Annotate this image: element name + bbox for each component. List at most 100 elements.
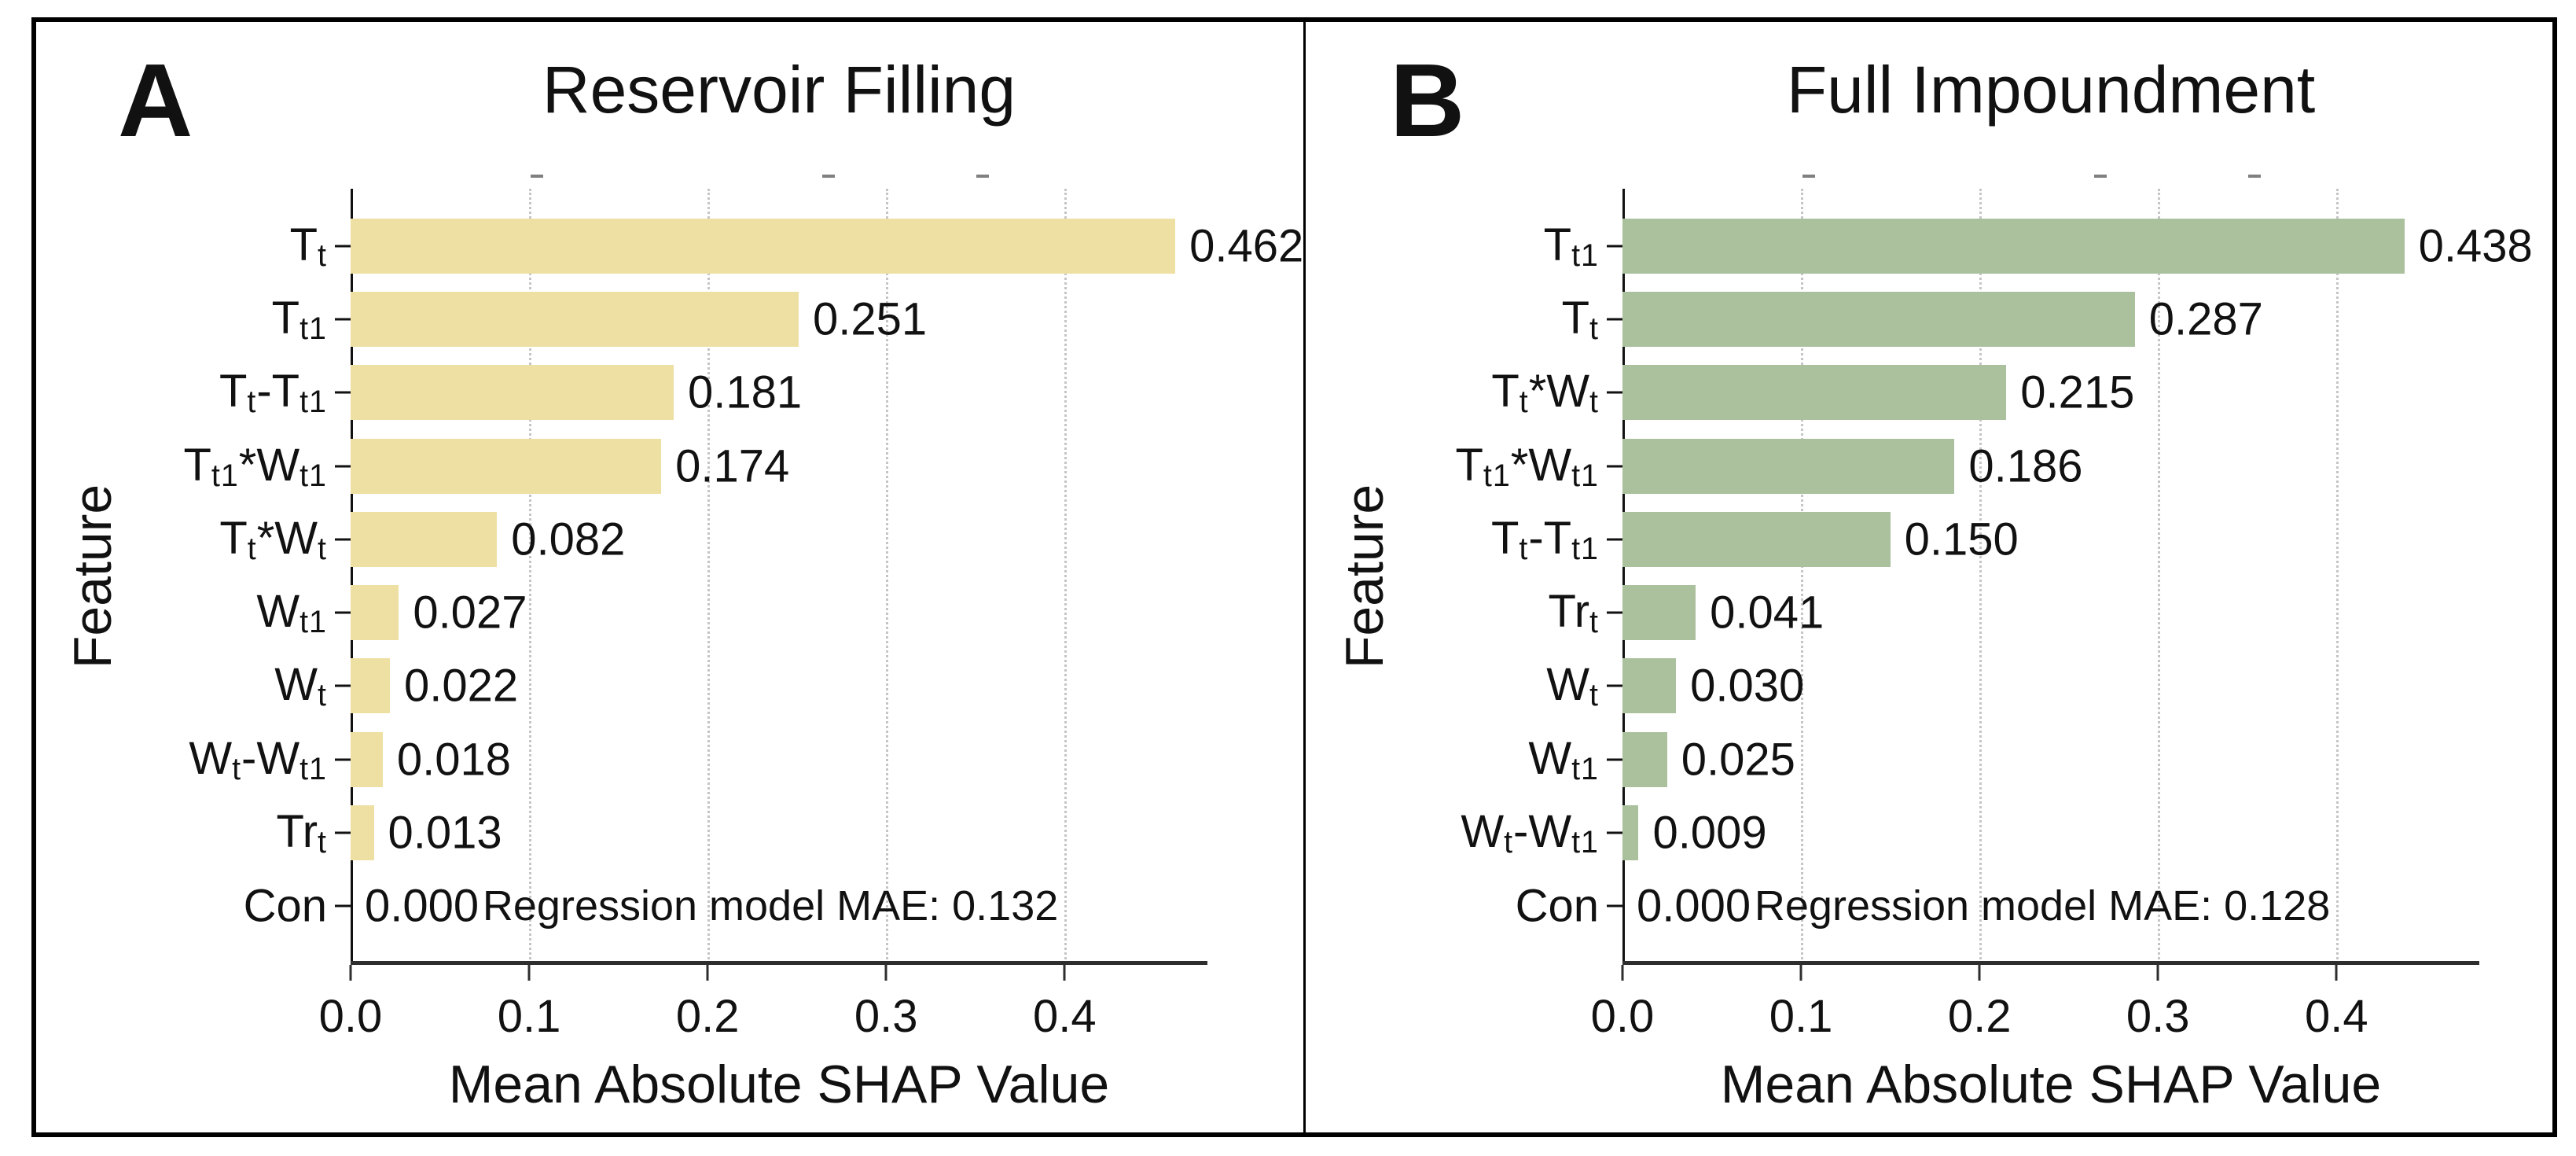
gridline [2336,189,2339,963]
y-axis-line [1622,189,1625,963]
shap-bar [351,731,383,787]
artifact-dash [2093,175,2107,178]
panel-label-a: A [118,42,195,158]
xticks: 0.0 0.1 0.2 0.3 0.4 [1591,963,2479,1121]
shap-bar [351,218,1176,274]
feature-label: Tt-Tt1 [219,366,327,420]
y-tick-mark [1607,245,1622,248]
x-tick-mark [1063,965,1066,981]
grid-layer [351,175,1207,963]
panel-reservoir-filling: A Reservoir Filling Feature Tt 0.462 Tt1 0.… [36,22,1303,1132]
bar-row: Wt1 0.027 [256,576,1207,650]
bar-value-label: 0.181 [688,366,803,418]
feature-label: Tt1*Wt1 [183,439,327,493]
x-axis-title: Mean Absolute SHAP Value [448,1055,1110,1114]
shap-bar [351,805,374,861]
x-tick-mark [349,965,352,981]
bar-row: Tt*Wt 0.082 [219,503,1207,576]
bar-row: Wt 0.030 [1546,650,2479,723]
feature-label: Wt [274,659,327,713]
y-tick-mark [335,538,351,541]
feature-label: Wt1 [256,586,327,640]
shap-bar [351,365,674,421]
y-tick-mark [335,904,351,907]
feature-label: Wt1 [1528,732,1599,786]
y-axis-line [351,189,353,963]
artifact-dash [530,175,543,178]
bar-value-label: 0.027 [413,587,527,639]
x-tick-mark [706,965,709,981]
y-axis-title: Feature [63,484,123,669]
mae-annotation: Regression model MAE: 0.132 [482,882,1059,930]
x-tick-label: 0.4 [1033,991,1097,1042]
shap-bar [1622,731,1667,787]
shap-bar [1622,511,1891,567]
artifact-dash [2247,175,2261,178]
feature-label: Tt1 [271,292,327,347]
gridline [886,189,889,963]
bar-row: Con 0.000 [1516,870,2479,943]
gridline [1979,189,1983,963]
feature-label: Con [243,880,327,932]
gridline [529,189,532,963]
panel-full-impoundment: B Full Impoundment Feature Tt1 0.438 Tt 0.2… [1308,22,2556,1132]
bar-value-label: 0.251 [812,293,928,345]
rows: Tt1 0.438 Tt 0.287 Tt*Wt 0.215 Tt1*Wt1 0.186 Tt-… [1455,209,2533,943]
y-tick-mark [335,831,351,834]
bar-value-label: 0.018 [396,734,512,786]
x-tick-label: 0.0 [1590,991,1655,1042]
bar-row: Trt 0.041 [1548,576,2479,650]
y-tick-mark [1607,318,1622,321]
x-tick-mark [2335,965,2338,981]
x-axis-title: Mean Absolute SHAP Value [1720,1055,2382,1114]
chart-title: Full Impoundment [1786,53,2316,127]
bar-row: Tt-Tt1 0.181 [219,356,1207,429]
x-tick-label: 0.3 [854,991,918,1042]
y-tick-mark [1607,465,1622,468]
shap-bar [351,511,498,567]
feature-label: Tt1*Wt1 [1455,439,1599,493]
x-tick-label: 0.1 [497,991,561,1042]
bar-value-label: 0.287 [2148,293,2263,345]
feature-label: Tt1 [1543,219,1599,273]
grid-layer [1622,175,2479,963]
chart-title: Reservoir Filling [542,53,1016,127]
xticks: 0.0 0.1 0.2 0.3 0.4 [319,963,1207,1121]
bar-value-label: 0.025 [1681,734,1795,786]
feature-label: Tt-Tt1 [1490,512,1599,566]
feature-label: Tt [1561,292,1599,347]
x-tick-label: 0.3 [2126,991,2190,1042]
gridline [707,189,711,963]
y-tick-mark [1607,831,1622,834]
feature-label: Wt-Wt1 [189,732,327,786]
x-axis-line [1622,961,2479,965]
bar-row: Tt1 0.251 [272,282,1207,355]
bar-value-label: 0.030 [1690,660,1805,712]
feature-label: Tt*Wt [1491,366,1599,420]
bar-row: Wt1 0.025 [1528,723,2479,796]
artifact-dash [976,175,989,178]
artifact-dash [1802,175,1815,178]
x-axis-line [351,961,1207,965]
bar-value-label: 0.462 [1189,220,1304,272]
y-tick-mark [335,465,351,468]
shap-bar [1622,805,1639,861]
plot-area: Tt 0.462 Tt1 0.251 Tt-Tt1 0.181 Tt1*Wt1 0.174 Tt… [183,175,1303,1042]
shap-bar [1622,291,2135,347]
shap-bar [351,585,399,641]
bar-row: Trt 0.013 [276,796,1207,869]
bar-row: Tt1*Wt1 0.186 [1455,429,2479,503]
y-tick-mark [1607,758,1622,761]
y-tick-mark [335,758,351,761]
rows: Tt 0.462 Tt1 0.251 Tt-Tt1 0.181 Tt1*Wt1 0.174 Tt… [183,209,1303,943]
y-tick-mark [335,391,351,394]
shap-bar [351,291,799,347]
feature-label: Con [1515,880,1599,932]
plot-area: Tt1 0.438 Tt 0.287 Tt*Wt 0.215 Tt1*Wt1 0.186 Tt-… [1455,175,2533,1042]
y-tick-mark [335,611,351,614]
y-tick-mark [1607,538,1622,541]
bar-value-label: 0.022 [403,660,519,712]
bar-value-label: 0.215 [2020,366,2135,418]
bar-value-label: 0.000 [1637,880,1751,932]
bar-value-label: 0.082 [511,514,626,565]
